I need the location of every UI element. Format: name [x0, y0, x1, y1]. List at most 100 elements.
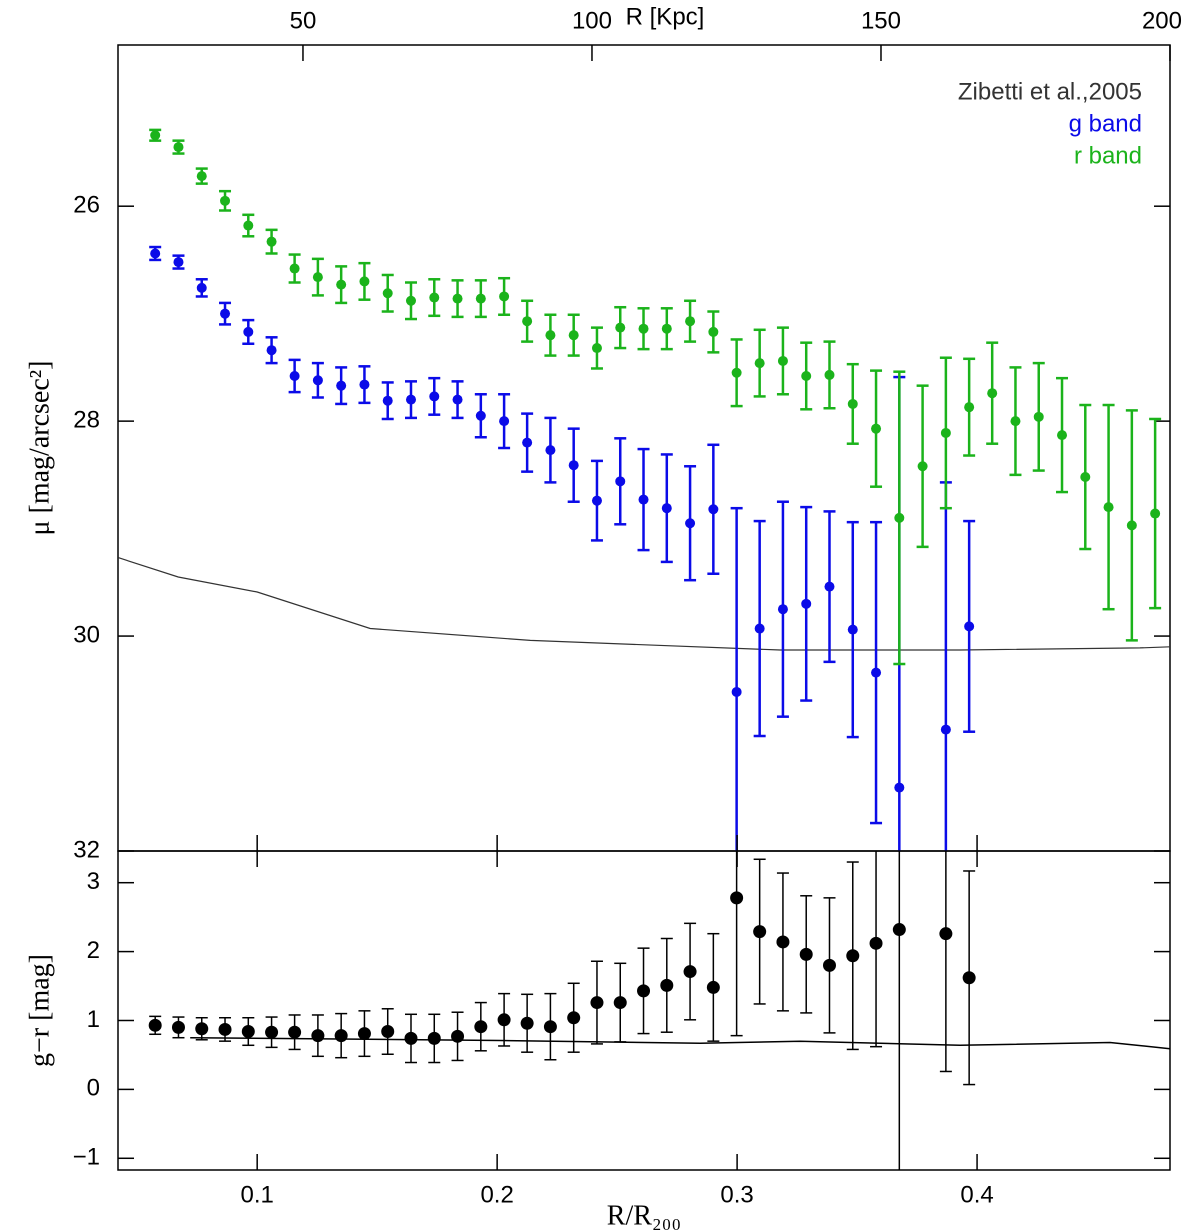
data-point [940, 724, 951, 735]
data-point [731, 367, 742, 378]
data-point [824, 369, 835, 380]
data-point [1080, 472, 1091, 483]
data-point [685, 316, 696, 327]
data-point [638, 323, 649, 334]
data-point [266, 345, 277, 356]
data-point [312, 375, 323, 386]
data-point [892, 923, 906, 937]
data-point [452, 394, 463, 405]
data-point [429, 292, 440, 303]
data-point [777, 355, 788, 366]
data-point [545, 445, 556, 456]
x2-tick-label: 100 [572, 7, 612, 34]
data-point [869, 936, 883, 950]
data-point [708, 504, 719, 515]
data-point [706, 980, 720, 994]
data-point [173, 142, 184, 153]
data-point [753, 925, 767, 939]
data-point [243, 326, 254, 337]
data-point [567, 1011, 581, 1025]
x2-tick-label: 200 [1142, 7, 1182, 34]
data-point [173, 257, 184, 268]
data-point [683, 965, 697, 979]
y-tick-label: 2 [87, 937, 100, 964]
data-point [522, 316, 533, 327]
data-point [964, 621, 975, 632]
data-point [917, 461, 928, 472]
data-point [382, 288, 393, 299]
data-point [871, 667, 882, 678]
legend-entry: Zibetti et al.,2005 [958, 78, 1142, 105]
data-point [499, 416, 510, 427]
data-point [520, 1016, 534, 1030]
data-point [1010, 416, 1021, 427]
data-point [847, 624, 858, 635]
data-point [218, 1022, 232, 1036]
data-point [405, 295, 416, 306]
data-point [241, 1025, 255, 1039]
data-point [871, 423, 882, 434]
data-point [822, 958, 836, 972]
data-point [660, 978, 674, 992]
data-point [288, 1025, 302, 1039]
data-point [708, 326, 719, 337]
data-point [545, 330, 556, 341]
data-point [265, 1025, 279, 1039]
x-axis-label: R/R₂₀₀ [607, 1200, 681, 1231]
data-point [312, 272, 323, 283]
data-point [220, 195, 231, 206]
data-point [730, 891, 744, 905]
data-point [311, 1029, 325, 1043]
data-point [196, 171, 207, 182]
y-tick-label: 1 [87, 1006, 100, 1033]
data-point [661, 503, 672, 514]
x2-tick-label: 50 [290, 7, 317, 34]
data-point [334, 1029, 348, 1043]
data-point [894, 782, 905, 793]
data-point [754, 358, 765, 369]
data-point [777, 604, 788, 615]
data-point [1150, 508, 1161, 519]
data-point [894, 512, 905, 523]
data-point [801, 598, 812, 609]
legend-entry: r band [1074, 142, 1142, 169]
data-point [452, 293, 463, 304]
data-point [776, 935, 790, 949]
data-point [357, 1027, 371, 1041]
data-point [336, 279, 347, 290]
data-point [382, 395, 393, 406]
data-point [613, 996, 627, 1010]
data-point [451, 1029, 465, 1043]
x-tick-label: 0.2 [480, 1181, 513, 1208]
data-point [1103, 502, 1114, 513]
y-axis-label: μ [mag/arcsec²] [24, 361, 55, 536]
data-point [1126, 520, 1137, 531]
data-point [615, 476, 626, 487]
data-point [429, 391, 440, 402]
y-tick-label: 30 [73, 621, 100, 648]
x-tick-label: 0.4 [960, 1181, 993, 1208]
data-point [404, 1031, 418, 1045]
data-point [359, 276, 370, 287]
plot-area [118, 128, 1170, 851]
y-tick-label: 32 [73, 836, 100, 863]
data-point [336, 380, 347, 391]
data-point [359, 379, 370, 390]
data-point [846, 949, 860, 963]
data-point [1057, 430, 1068, 441]
y-tick-label: 0 [87, 1075, 100, 1102]
y-tick-label: 28 [73, 406, 100, 433]
data-point [497, 1013, 511, 1027]
data-point [568, 330, 579, 341]
data-point [685, 518, 696, 529]
plot-frame [117, 850, 1171, 1171]
data-point [243, 220, 254, 231]
x2-tick-label: 150 [861, 7, 901, 34]
x-tick-label: 0.1 [240, 1181, 273, 1208]
data-point [474, 1020, 488, 1034]
data-point [940, 427, 951, 438]
data-point [638, 494, 649, 505]
x2-axis-label: R [Kpc] [626, 3, 705, 30]
data-point [543, 1020, 557, 1034]
